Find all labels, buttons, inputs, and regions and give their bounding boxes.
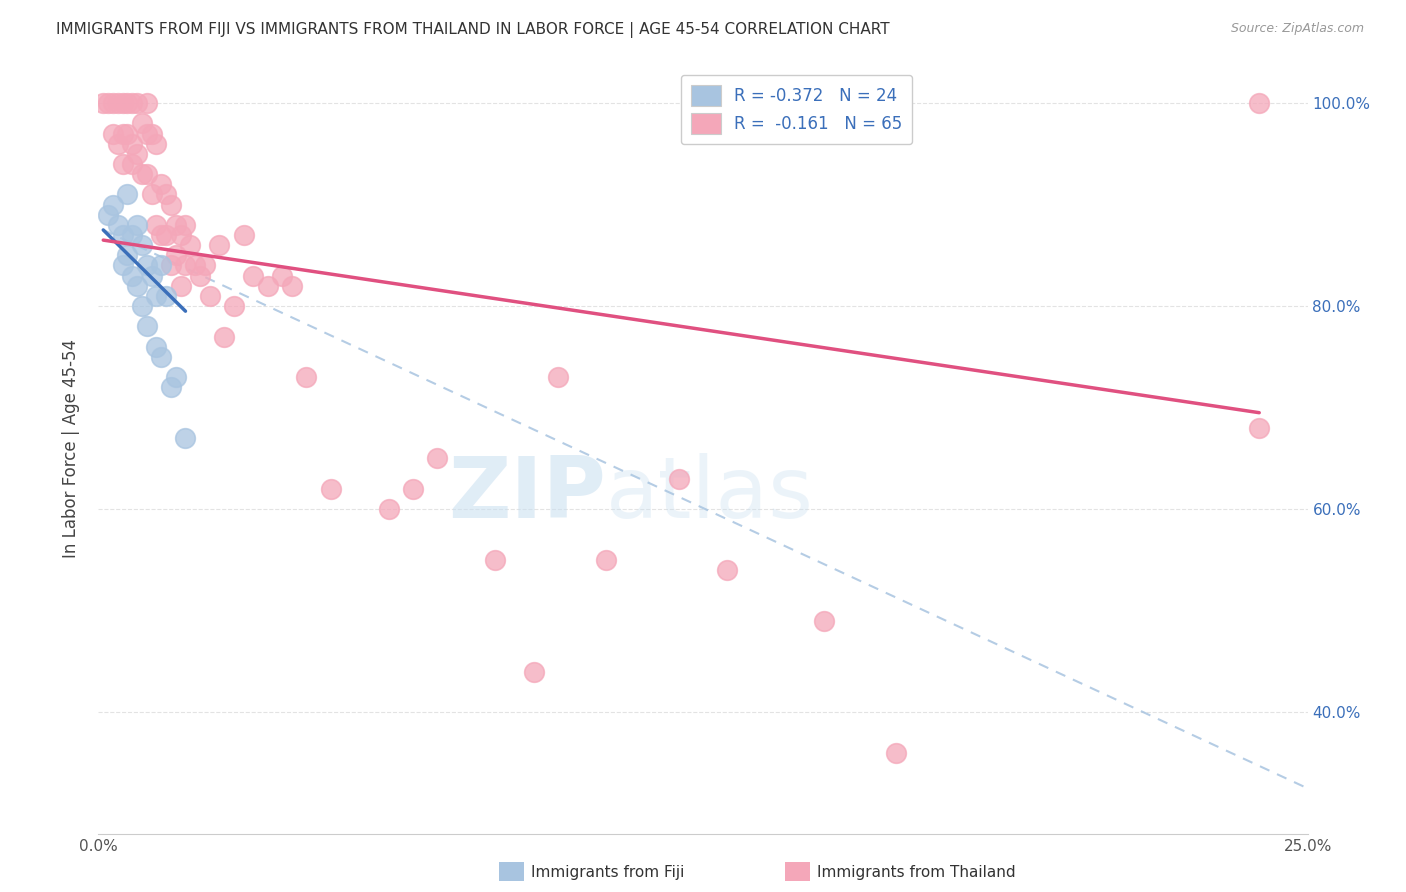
Point xyxy=(111,157,134,171)
Point xyxy=(155,289,177,303)
Point xyxy=(150,227,173,242)
Point xyxy=(121,268,143,283)
Point xyxy=(295,370,318,384)
Point xyxy=(150,259,173,273)
Point xyxy=(135,127,157,141)
Point xyxy=(198,289,221,303)
Point xyxy=(169,278,191,293)
Point xyxy=(117,127,139,141)
Point xyxy=(135,319,157,334)
Point xyxy=(111,127,134,141)
Point xyxy=(402,482,425,496)
Point xyxy=(150,350,173,364)
Point xyxy=(145,289,167,303)
Point xyxy=(91,96,114,111)
Point xyxy=(141,127,163,141)
Point xyxy=(121,96,143,111)
Point xyxy=(97,96,120,111)
Point xyxy=(121,157,143,171)
Point xyxy=(145,136,167,151)
Point xyxy=(111,96,134,111)
Point xyxy=(127,278,149,293)
Point xyxy=(150,178,173,192)
Point xyxy=(174,218,197,232)
Point xyxy=(222,299,245,313)
Point xyxy=(716,563,738,577)
Point xyxy=(101,127,124,141)
Point xyxy=(117,248,139,262)
Point xyxy=(127,218,149,232)
Point xyxy=(131,238,153,252)
Point xyxy=(184,259,207,273)
Point xyxy=(135,259,157,273)
Point xyxy=(135,167,157,181)
Point xyxy=(165,370,187,384)
Point xyxy=(107,136,129,151)
Point xyxy=(107,96,129,111)
Point xyxy=(141,268,163,283)
Point xyxy=(179,238,201,252)
Point xyxy=(1249,421,1271,435)
Point xyxy=(242,268,264,283)
Point xyxy=(194,259,217,273)
Point xyxy=(319,482,342,496)
Point xyxy=(127,96,149,111)
Point xyxy=(547,370,569,384)
Point xyxy=(111,227,134,242)
Point xyxy=(208,238,231,252)
Point xyxy=(668,472,690,486)
Point xyxy=(155,187,177,202)
Point xyxy=(160,380,183,394)
Point xyxy=(131,167,153,181)
Point xyxy=(1249,96,1271,111)
Point xyxy=(271,268,294,283)
Point xyxy=(523,665,546,679)
Point xyxy=(188,268,211,283)
Point xyxy=(145,340,167,354)
Point xyxy=(160,197,183,211)
Point xyxy=(165,218,187,232)
Point xyxy=(281,278,304,293)
Y-axis label: In Labor Force | Age 45-54: In Labor Force | Age 45-54 xyxy=(62,339,80,558)
Point xyxy=(813,614,835,628)
Point xyxy=(117,187,139,202)
Point xyxy=(101,197,124,211)
Point xyxy=(121,227,143,242)
Point xyxy=(165,248,187,262)
Point xyxy=(232,227,254,242)
Point xyxy=(111,259,134,273)
Point xyxy=(127,146,149,161)
Point xyxy=(169,227,191,242)
Point xyxy=(426,451,449,466)
Point xyxy=(377,502,399,516)
Text: atlas: atlas xyxy=(606,453,814,536)
Point xyxy=(131,116,153,130)
Text: Immigrants from Thailand: Immigrants from Thailand xyxy=(817,865,1015,880)
Legend: R = -0.372   N = 24, R =  -0.161   N = 65: R = -0.372 N = 24, R = -0.161 N = 65 xyxy=(681,75,912,145)
Point xyxy=(212,329,235,343)
Point xyxy=(886,746,908,760)
Text: IMMIGRANTS FROM FIJI VS IMMIGRANTS FROM THAILAND IN LABOR FORCE | AGE 45-54 CORR: IMMIGRANTS FROM FIJI VS IMMIGRANTS FROM … xyxy=(56,22,890,38)
Point xyxy=(117,96,139,111)
Point xyxy=(135,96,157,111)
Point xyxy=(141,187,163,202)
Point xyxy=(131,299,153,313)
Point xyxy=(107,218,129,232)
Point xyxy=(484,553,506,567)
Point xyxy=(155,227,177,242)
Point xyxy=(174,259,197,273)
Point xyxy=(256,278,278,293)
Point xyxy=(595,553,617,567)
Point xyxy=(121,136,143,151)
Point xyxy=(174,431,197,445)
Point xyxy=(160,259,183,273)
Text: Immigrants from Fiji: Immigrants from Fiji xyxy=(531,865,685,880)
Point xyxy=(145,218,167,232)
Point xyxy=(97,208,120,222)
Text: ZIP: ZIP xyxy=(449,453,606,536)
Text: Source: ZipAtlas.com: Source: ZipAtlas.com xyxy=(1230,22,1364,36)
Point xyxy=(101,96,124,111)
